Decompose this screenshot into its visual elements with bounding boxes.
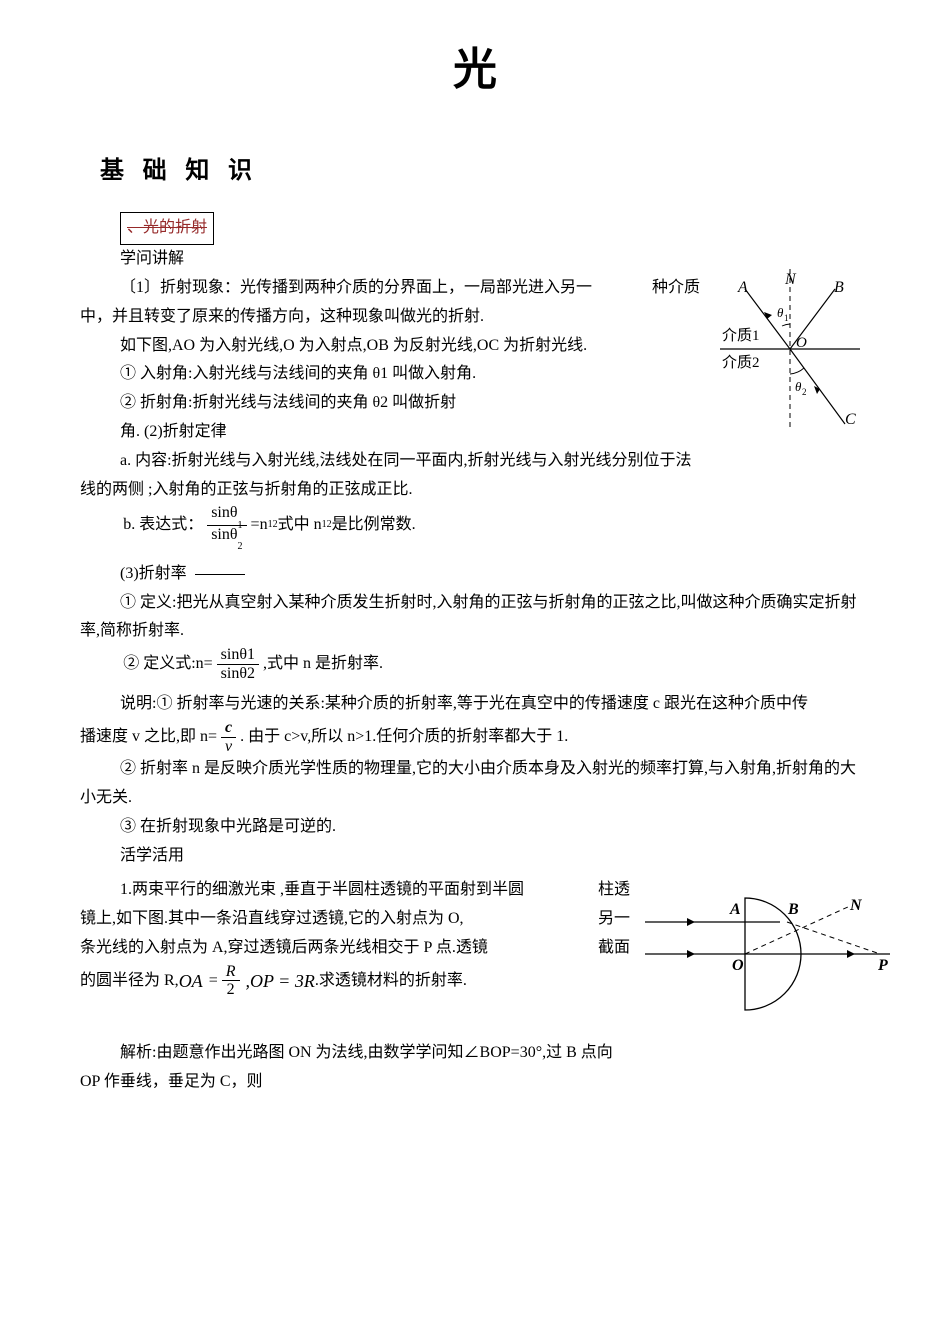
svg-text:介质2: 介质2	[722, 354, 760, 371]
svg-text:N: N	[784, 271, 797, 288]
den-2: 2	[223, 981, 239, 999]
q2b: 另一	[598, 905, 630, 934]
page: 光 基 础 知 识 、光的折射 学问讲解 A N B O C θ 1 θ 2 介…	[0, 0, 950, 1157]
q3b: 截面	[598, 934, 630, 963]
q4a: 的圆半径为 R,	[80, 967, 179, 996]
num-R: R	[222, 963, 240, 982]
p7a: b. 表达式：	[123, 511, 203, 540]
num-sinA: sinθ1	[217, 646, 259, 665]
boxed-text: 、光的折射	[120, 212, 214, 245]
para-6: a. 内容:折射光线与入射光线,法线处在同一平面内,折射光线与入射光线分别位于法…	[80, 447, 870, 505]
frac-R2: R 2	[222, 963, 240, 999]
para-11a: 说明:① 折射率与光速的关系:某种介质的折射率,等于光在真空中的传播速度 c 跟…	[80, 690, 870, 719]
main-title: 光	[80, 30, 870, 109]
p11b: 播速度 v 之比,即 n=	[80, 723, 217, 752]
q4d: ,OP = 3R	[246, 965, 315, 997]
formula-b: b. 表达式： sinθ1 sinθ2 =n12 式中 n12 是比例常数.	[123, 504, 870, 545]
formula-def: ② 定义式:n= sinθ1 sinθ2 ,式中 n 是折射率.	[123, 646, 870, 682]
den-sinB: sinθ2	[217, 665, 259, 683]
q1b: 柱透	[598, 876, 630, 905]
p1-part-b: 种介质	[652, 274, 700, 303]
sub2: 2	[238, 541, 243, 552]
p10a: ② 定义式:n=	[123, 650, 212, 679]
q3a: 条光线的入射点为 A,穿过透镜后两条光线相交于 P 点.透镜	[80, 939, 488, 956]
svg-text:N: N	[849, 897, 863, 914]
para-8: (3)折射率	[80, 560, 870, 589]
figure-lens: A B N O P	[640, 890, 900, 1051]
p10b: ,式中 n 是折射率.	[263, 650, 383, 679]
section-heading: 基 础 知 识	[100, 149, 870, 192]
svg-text:θ: θ	[795, 379, 802, 394]
para-11b-line: 播速度 v 之比,即 n= c v . 由于 c>v,所以 n>1.任何介质的折…	[80, 719, 870, 755]
q4e: .求透镜材料的折射率.	[315, 967, 467, 996]
dash-icon	[195, 574, 245, 575]
q2a: 镜上,如下图.其中一条沿直线穿过透镜,它的入射点为 O,	[80, 910, 464, 927]
svg-text:2: 2	[802, 387, 807, 397]
svg-text:O: O	[796, 335, 807, 351]
p8-text: (3)折射率	[120, 565, 191, 582]
q-line-4: 的圆半径为 R, OA = R 2 ,OP = 3R .求透镜材料的折射率.	[80, 963, 630, 999]
svg-text:A: A	[729, 901, 741, 918]
para-14: 活学活用	[80, 842, 870, 871]
svg-text:B: B	[787, 901, 799, 918]
svg-text:P: P	[877, 957, 888, 974]
svg-text:O: O	[732, 957, 744, 974]
p1-part-a: 〔1〕折射现象：光传播到两种介质的分界面上，一局部光进入另一	[80, 274, 592, 303]
para-12: ② 折射率 n 是反映介质光学性质的物理量,它的大小由介质本身及入射光的频率打算…	[80, 755, 870, 813]
n12a: 12	[268, 516, 278, 534]
den-sin2: sinθ	[211, 526, 237, 543]
svg-text:C: C	[845, 411, 856, 428]
para-13: ③ 在折射现象中光路是可逆的.	[80, 813, 870, 842]
p7d: 是比例常数.	[332, 511, 416, 540]
svg-text:θ: θ	[777, 305, 784, 320]
para-9: ① 定义:把光从真空射入某种介质发生折射时,入射角的正弦与折射角的正弦之比,叫做…	[80, 589, 870, 647]
svg-text:B: B	[834, 279, 844, 296]
sub1: 1	[238, 520, 243, 531]
n12b: 12	[322, 516, 332, 534]
q4c: =	[209, 967, 218, 996]
q1a: 1.两束平行的细激光束 ,垂直于半圆柱透镜的平面射到半圆	[80, 876, 524, 905]
frac-sin: sinθ1 sinθ2	[207, 504, 246, 545]
svg-text:A: A	[737, 279, 748, 296]
num-sin1: sinθ	[211, 504, 237, 521]
svg-text:介质1: 介质1	[722, 327, 760, 344]
figure-refraction: A N B O C θ 1 θ 2 介质1 介质2	[710, 264, 870, 450]
den-v: v	[221, 738, 236, 756]
p7c: 式中 n	[278, 511, 322, 540]
p11c: . 由于 c>v,所以 n>1.任何介质的折射率都大于 1.	[240, 723, 568, 752]
frac-cv: c v	[221, 719, 236, 755]
p7b: =n	[251, 511, 268, 540]
frac-sin-def: sinθ1 sinθ2	[217, 646, 259, 682]
svg-text:1: 1	[784, 313, 789, 323]
q4b: OA	[179, 965, 203, 997]
num-c: c	[221, 719, 236, 738]
boxed-subtitle: 、光的折射	[80, 212, 870, 245]
